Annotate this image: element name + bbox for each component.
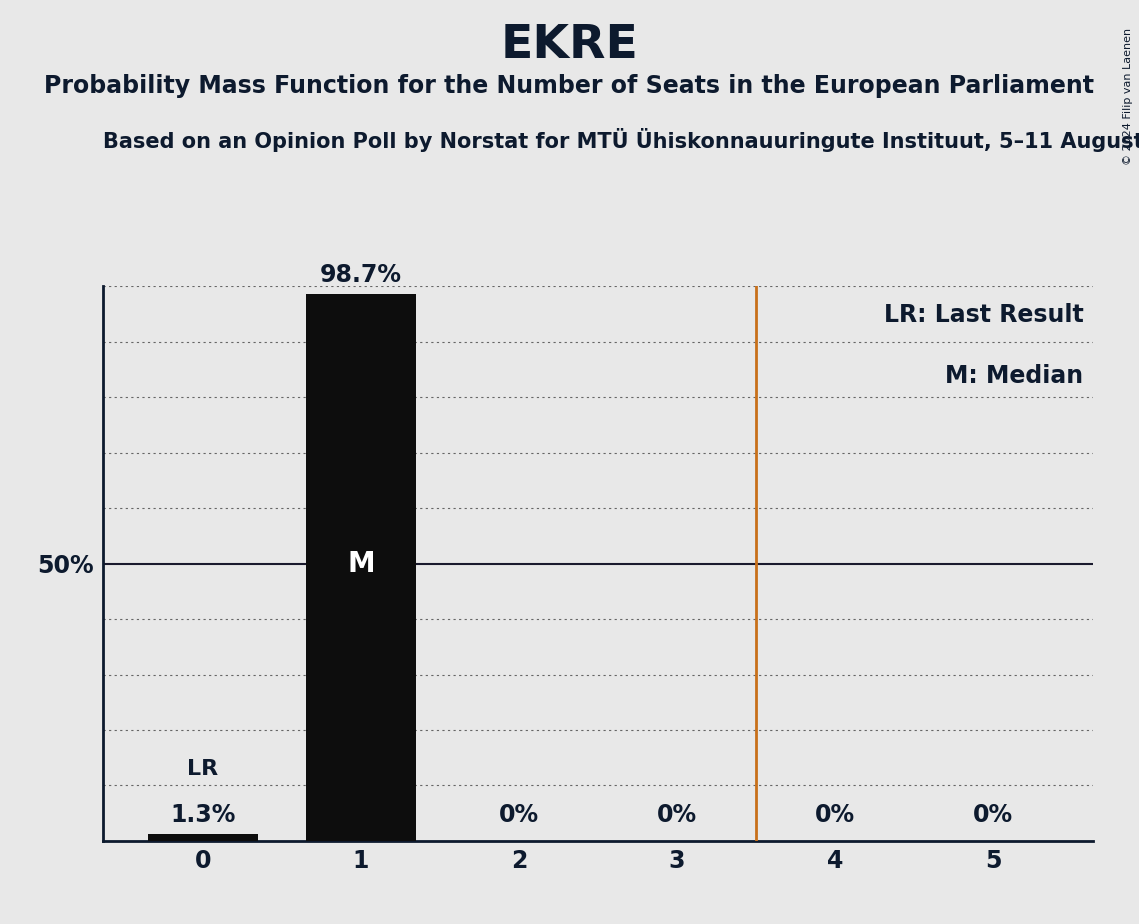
Text: 0%: 0% [816,803,855,827]
Bar [148,833,259,841]
Text: LR: Last Result: LR: Last Result [884,303,1083,327]
Text: 98.7%: 98.7% [320,263,402,287]
Text: Probability Mass Function for the Number of Seats in the European Parliament: Probability Mass Function for the Number… [44,74,1095,98]
Text: © 2024 Filip van Laenen: © 2024 Filip van Laenen [1123,28,1133,164]
Text: M: M [347,550,375,578]
Text: 0%: 0% [657,803,697,827]
Text: 1.3%: 1.3% [170,803,236,827]
Bar [305,294,416,841]
Text: M: Median: M: Median [945,364,1083,388]
Text: 0%: 0% [973,803,1014,827]
Text: LR: LR [187,759,219,779]
Text: EKRE: EKRE [500,23,639,68]
Text: 0%: 0% [499,803,539,827]
Text: Based on an Opinion Poll by Norstat for MTÜ Ühiskonnauuringute Instituut, 5–11 A: Based on an Opinion Poll by Norstat for … [103,128,1139,152]
